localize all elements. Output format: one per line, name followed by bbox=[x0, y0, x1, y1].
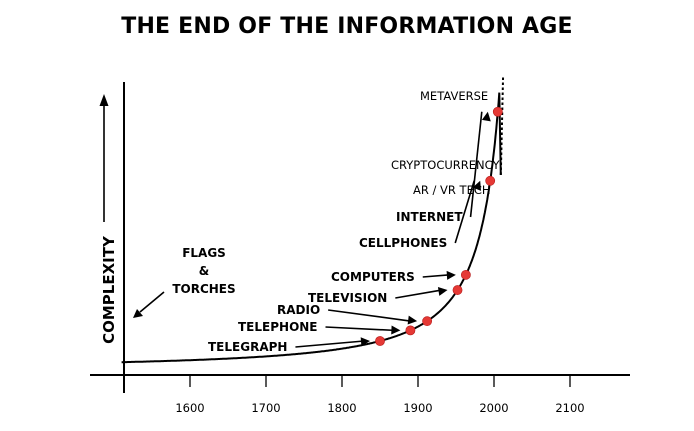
data-point-cellphones bbox=[485, 175, 496, 186]
point-label-cellphones: CELLPHONES bbox=[359, 236, 447, 250]
flags-arrowhead bbox=[133, 309, 143, 318]
data-point-telegraph bbox=[375, 336, 385, 346]
flags-arrow bbox=[139, 291, 165, 313]
x-tick-label: 1600 bbox=[175, 401, 204, 415]
annotation-ampersand: & bbox=[199, 264, 209, 278]
arrow-internet bbox=[469, 111, 483, 218]
point-arrows bbox=[295, 111, 491, 348]
point-label-telegraph: TELEGRAPH bbox=[208, 340, 287, 354]
point-label-telephone: TELEPHONE bbox=[238, 320, 318, 334]
x-tick-label: 1900 bbox=[403, 401, 432, 415]
x-tick-label: 1800 bbox=[327, 401, 356, 415]
arrowhead-radio bbox=[407, 315, 418, 325]
arrow-telephone bbox=[325, 326, 395, 332]
data-point-television bbox=[452, 285, 463, 295]
arrow-computers bbox=[422, 274, 450, 278]
data-point-radio bbox=[422, 316, 433, 327]
chart-title: THE END OF THE INFORMATION AGE bbox=[121, 14, 573, 39]
data-point-computers bbox=[460, 269, 471, 280]
arrow-telegraph bbox=[295, 340, 365, 348]
annotation-cryptocurrency: CRYPTOCURRENCY bbox=[391, 158, 500, 172]
arrowhead-computers bbox=[446, 270, 456, 280]
x-tick-label: 1700 bbox=[251, 401, 280, 415]
x-tick-label: 2100 bbox=[555, 401, 584, 415]
point-label-radio: RADIO bbox=[277, 303, 320, 317]
annotation-metaverse: METAVERSE bbox=[420, 89, 488, 103]
arrowhead-television bbox=[437, 286, 448, 296]
annotation-torches: TORCHES bbox=[172, 282, 235, 296]
data-points bbox=[375, 106, 503, 346]
arrowhead-telegraph bbox=[360, 337, 370, 347]
annotation-flags: FLAGS bbox=[182, 246, 226, 260]
data-point-telephone bbox=[405, 325, 416, 336]
annotation-ar-vr: AR / VR TECH bbox=[413, 183, 491, 197]
y-axis-label: COMPLEXITY bbox=[100, 235, 118, 344]
y-axis-arrowhead bbox=[99, 94, 109, 106]
arrow-cellphones bbox=[454, 180, 475, 244]
x-tick-labels: 1600 1700 1800 1900 2000 2100 bbox=[175, 375, 585, 415]
complexity-curve bbox=[121, 92, 502, 364]
data-point-internet bbox=[492, 106, 503, 117]
x-tick-label: 2000 bbox=[479, 401, 508, 415]
arrow-television bbox=[395, 289, 442, 299]
point-label-television: TELEVISION bbox=[308, 291, 387, 305]
point-label-computers: COMPUTERS bbox=[331, 270, 415, 284]
arrowhead-internet bbox=[481, 111, 491, 122]
arrowhead-telephone bbox=[391, 325, 401, 335]
complexity-curve-projection bbox=[499, 74, 505, 176]
point-label-internet: INTERNET bbox=[396, 210, 463, 224]
arrowhead-cellphones bbox=[472, 180, 482, 191]
arrow-radio bbox=[328, 309, 412, 322]
